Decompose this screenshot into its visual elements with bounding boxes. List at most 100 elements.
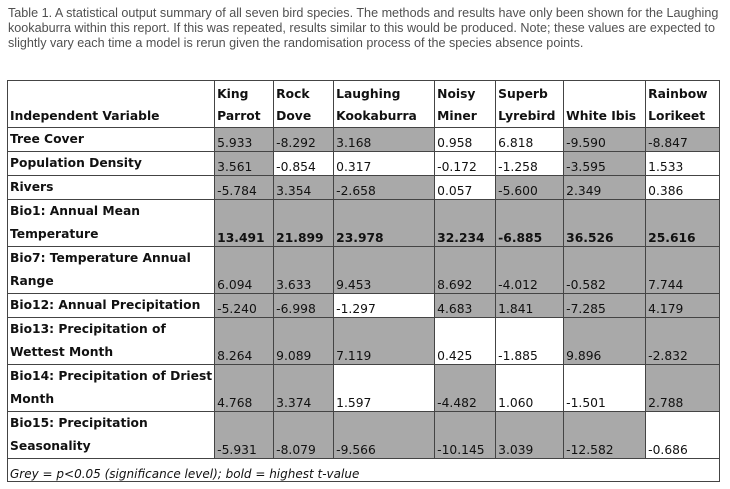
variable-name-cell: Bio15: Precipitation Seasonality: [6, 411, 216, 459]
t-value-cell: -1.258: [495, 151, 565, 176]
table-row: Bio7: Temperature Annual Range 6.094 3.633 9…: [6, 246, 721, 294]
variable-name-line-2: Seasonality: [10, 439, 91, 453]
table-row: Bio1: Annual Mean Temperature 13.491 21.899…: [6, 199, 721, 247]
t-value-cell: -1.297: [333, 293, 436, 318]
t-value-cell: 23.978: [333, 199, 436, 247]
t-value-cell: -3.595: [563, 151, 647, 176]
t-value-cell: -0.582: [563, 246, 647, 294]
t-value-cell: -0.172: [434, 151, 497, 176]
t-value-cell: 9.089: [273, 317, 335, 365]
t-value-cell: 3.354: [273, 175, 335, 200]
header-king-parrot: King Parrot: [214, 80, 275, 128]
header-rock-dove: Rock Dove: [273, 80, 335, 128]
table-row: Bio13: Precipitation of Wettest Month 8.26…: [6, 317, 721, 365]
variable-name-line-2: Wettest Month: [10, 345, 114, 359]
t-value-cell: -5.931: [214, 411, 275, 459]
t-value-cell: 9.896: [563, 317, 647, 365]
t-value-cell: 9.453: [333, 246, 436, 294]
t-value-cell: -8.079: [273, 411, 335, 459]
t-value-cell: -4.012: [495, 246, 565, 294]
t-value-cell: 1.597: [333, 364, 436, 412]
t-value-cell: -9.590: [563, 127, 647, 152]
t-value-cell: -5.600: [495, 175, 565, 200]
t-value-cell: 7.119: [333, 317, 436, 365]
t-value-cell: -10.145: [434, 411, 497, 459]
t-value-cell: -5.240: [214, 293, 275, 318]
t-value-cell: 5.933: [214, 127, 275, 152]
table-row: Bio14: Precipitation of Driest Month 4.768…: [6, 364, 721, 412]
t-value-cell: 3.633: [273, 246, 335, 294]
t-value-cell: -6.885: [495, 199, 565, 247]
t-value-cell: 6.094: [214, 246, 275, 294]
variable-name-line-1: Tree Cover: [10, 132, 84, 146]
t-value-cell: -2.832: [645, 317, 721, 365]
t-value-cell: 21.899: [273, 199, 335, 247]
t-value-cell: 0.958: [434, 127, 497, 152]
table-caption: Table 1. A statistical output summary of…: [8, 6, 719, 51]
variable-name-line-2: Range: [10, 274, 54, 288]
t-value-cell: -12.582: [563, 411, 647, 459]
t-value-cell: -8.847: [645, 127, 721, 152]
variable-name-cell: Rivers: [6, 175, 216, 200]
t-value-cell: 3.374: [273, 364, 335, 412]
t-value-cell: 2.349: [563, 175, 647, 200]
t-value-cell: 8.692: [434, 246, 497, 294]
t-value-cell: 13.491: [214, 199, 275, 247]
t-value-cell: 0.057: [434, 175, 497, 200]
table-row: Tree Cover 5.933 -8.292 3.168 0.958 6.818 -9.5…: [6, 127, 721, 152]
t-value-cell: -5.784: [214, 175, 275, 200]
footnote-row: Grey = p<0.05 (significance level); bold…: [6, 458, 721, 482]
table-row: Bio12: Annual Precipitation -5.240 -6.998-…: [6, 293, 721, 318]
variable-name-line-1: Bio14: Precipitation of Driest: [10, 369, 213, 383]
table-footnote: Grey = p<0.05 (significance level); bold…: [6, 458, 721, 482]
t-value-cell: 3.039: [495, 411, 565, 459]
t-value-cell: 1.060: [495, 364, 565, 412]
t-value-cell: -8.292: [273, 127, 335, 152]
t-value-cell: 0.386: [645, 175, 721, 200]
variable-name-cell: Population Density: [6, 151, 216, 176]
header-independent-variable: Independent Variable: [6, 80, 216, 128]
variable-name-line-1: Rivers: [10, 180, 54, 194]
header-rainbow-lorikeet: Rainbow Lorikeet: [645, 80, 721, 128]
t-value-cell: -1.501: [563, 364, 647, 412]
header-laughing-kookaburra: Laughing Kookaburra: [333, 80, 436, 128]
variable-name-cell: Bio7: Temperature Annual Range: [6, 246, 216, 294]
t-value-cell: -4.482: [434, 364, 497, 412]
header-row: Independent Variable King Parrot Rock Dove…: [6, 80, 721, 128]
t-value-cell: -6.998: [273, 293, 335, 318]
t-value-cell: 4.179: [645, 293, 721, 318]
header-noisy-miner: Noisy Miner: [434, 80, 497, 128]
t-value-cell: 3.561: [214, 151, 275, 176]
variable-name-cell: Bio12: Annual Precipitation: [6, 293, 216, 318]
t-value-cell: -2.658: [333, 175, 436, 200]
t-value-cell: 1.841: [495, 293, 565, 318]
t-value-cell: 4.683: [434, 293, 497, 318]
variable-name-cell: Bio13: Precipitation of Wettest Month: [6, 317, 216, 365]
t-value-cell: 8.264: [214, 317, 275, 365]
header-white-ibis: White Ibis: [563, 80, 647, 128]
t-value-cell: -0.686: [645, 411, 721, 459]
t-value-cell: 3.168: [333, 127, 436, 152]
variable-name-line-2: Temperature: [10, 227, 99, 241]
table-row: Bio15: Precipitation Seasonality -5.931 -8.…: [6, 411, 721, 459]
variable-name-cell: Tree Cover: [6, 127, 216, 152]
t-value-cell: 0.425: [434, 317, 497, 365]
t-value-cell: 6.818: [495, 127, 565, 152]
t-value-cell: 25.616: [645, 199, 721, 247]
t-value-cell: 4.768: [214, 364, 275, 412]
t-value-cell: 0.317: [333, 151, 436, 176]
statistics-table: Independent Variable King Parrot Rock Dove…: [6, 80, 721, 482]
variable-name-line-1: Bio12: Annual Precipitation: [10, 298, 201, 312]
t-value-cell: 7.744: [645, 246, 721, 294]
variable-name-line-1: Bio1: Annual Mean: [10, 204, 140, 218]
variable-name-cell: Bio14: Precipitation of Driest Month: [6, 364, 216, 412]
t-value-cell: -7.285: [563, 293, 647, 318]
t-value-cell: 1.533: [645, 151, 721, 176]
t-value-cell: 32.234: [434, 199, 497, 247]
t-value-cell: -1.885: [495, 317, 565, 365]
variable-name-cell: Bio1: Annual Mean Temperature: [6, 199, 216, 247]
table-row: Population Density 3.561 -0.854 0.317 -0.172…: [6, 151, 721, 176]
table-row: Rivers -5.784 3.354 -2.658 0.057 -5.600 2.349 0…: [6, 175, 721, 200]
t-value-cell: 2.788: [645, 364, 721, 412]
header-superb-lyrebird: Superb Lyrebird: [495, 80, 565, 128]
